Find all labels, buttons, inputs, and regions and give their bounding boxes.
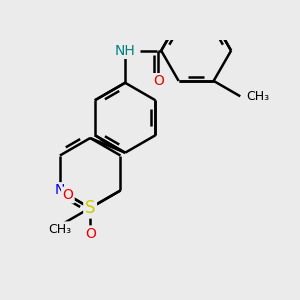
Text: N: N — [85, 201, 95, 215]
Text: O: O — [85, 227, 96, 241]
Text: N: N — [55, 184, 65, 197]
Text: O: O — [62, 188, 73, 202]
Text: NH: NH — [115, 44, 136, 58]
Text: CH₃: CH₃ — [48, 223, 71, 236]
Text: CH₃: CH₃ — [247, 90, 270, 103]
Text: S: S — [85, 199, 95, 217]
Text: O: O — [153, 74, 164, 88]
